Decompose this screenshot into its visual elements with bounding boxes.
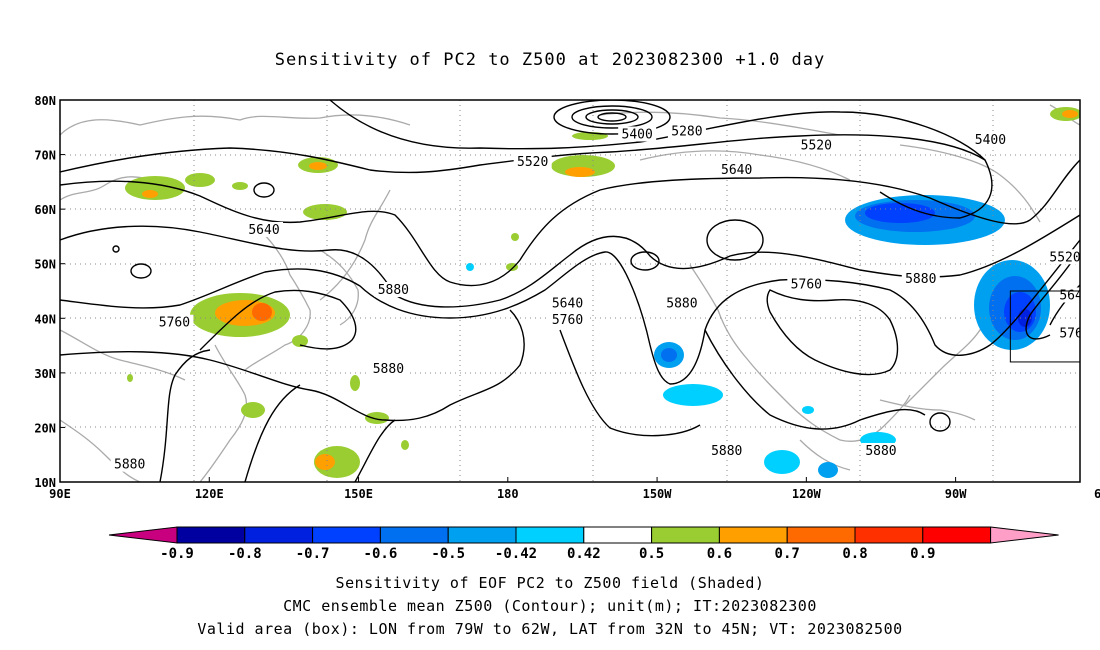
latitude-axis: 80N 70N 60N 50N 40N 30N 20N 10N (34, 94, 65, 490)
lon-tick-label: 180 (497, 487, 519, 501)
contour-label-bg (707, 442, 746, 458)
negative-sensitivity (466, 195, 1050, 478)
contour-label: 5760 (159, 316, 190, 331)
contour-label: 5760 (552, 313, 583, 328)
colorbar-label: -0.6 (364, 546, 398, 562)
contour-label: 5640 (248, 223, 279, 238)
lon-tick-label: 60W (1094, 487, 1100, 501)
lon-tick-label: 120W (792, 487, 822, 501)
colorbar-label: 0.8 (842, 546, 867, 562)
lat-tick-label: 40N (34, 312, 56, 326)
contour-label: 5520 (517, 155, 548, 170)
lat-tick-label: 50N (34, 258, 56, 272)
contour-label-bg (155, 314, 194, 330)
contour-label-bg (667, 123, 706, 139)
colorbar-swatch (312, 526, 381, 544)
lon-tick-label: 150W (643, 487, 673, 501)
contour-labels: 5400 5280 5400 5520 5520 5640 5640 5520 5640 5880… (110, 123, 1090, 473)
contour-label-bg (971, 131, 1010, 147)
lat-tick-label: 20N (34, 421, 56, 435)
footer-line-2: CMC ensemble mean Z500 (Contour); unit(m… (283, 597, 817, 615)
lat-tick-label: 30N (34, 367, 56, 381)
colorbar-label: 0.6 (707, 546, 732, 562)
colorbar-label: -0.7 (296, 546, 330, 562)
contour-label-bg (548, 295, 587, 311)
colorbar-swatch (244, 526, 314, 544)
contour-label: 5640 (1059, 288, 1090, 303)
positive-sensitivity (125, 107, 1080, 478)
colorbar-swatch (651, 526, 720, 544)
contour-label-bg (548, 312, 587, 328)
colorbar-swatch (854, 526, 924, 544)
valid-area-box (1009, 290, 1080, 363)
contour-label-bg (787, 276, 826, 292)
contour-label-bg (1056, 325, 1080, 341)
contour-label-bg (245, 221, 283, 237)
colorbar-swatch (922, 526, 992, 544)
contour-label: 5280 (671, 125, 702, 140)
contour-label: 5640 (552, 297, 583, 312)
contour-label: 5520 (801, 138, 832, 153)
colorbar-label: -0.5 (431, 546, 465, 562)
contour-label-bg (618, 126, 657, 142)
contour-label-bg (513, 153, 552, 169)
contour-label-bg (861, 442, 900, 458)
colorbar-label: -0.8 (228, 546, 262, 562)
contour-label-bg (717, 161, 756, 177)
contour-label: 5640 (721, 163, 752, 178)
contour-label: 5760 (791, 278, 822, 293)
colorbar-swatch (515, 526, 585, 544)
z500-contours (60, 100, 1080, 482)
lon-tick-label: 90W (945, 487, 967, 501)
lat-tick-label: 70N (34, 149, 56, 163)
contour-label-bg (1046, 249, 1080, 265)
contour-label-bg (369, 361, 408, 377)
contour-label-bg (901, 271, 940, 287)
colorbar-swatch (447, 526, 517, 544)
colorbar-label: 0.42 (567, 546, 601, 562)
map-title: Sensitivity of PC2 to Z500 at 2023082300… (274, 50, 826, 70)
contour-label: 5880 (711, 444, 742, 459)
lon-tick-label: 150E (344, 487, 373, 501)
colorbar-label: 0.5 (639, 546, 664, 562)
colorbar-under-triangle (108, 526, 178, 544)
contour-label: 5880 (905, 272, 936, 287)
colorbar-swatch (583, 526, 653, 544)
colorbar-over-triangle (990, 526, 1059, 544)
colorbar-swatch (379, 526, 449, 544)
contour-label: 5400 (622, 127, 653, 142)
contour-label: 5880 (666, 297, 697, 312)
contour-label-bg (374, 282, 413, 297)
colorbar-swatch (176, 526, 246, 544)
footer-line-1: Sensitivity of EOF PC2 to Z500 field (Sh… (335, 574, 765, 592)
contour-label: 5880 (865, 444, 896, 459)
colorbar-swatch (718, 526, 788, 544)
contour-label: 5880 (378, 283, 409, 298)
colorbar-label: 0.7 (775, 546, 800, 562)
contour-label: 5400 (975, 133, 1006, 148)
longitude-axis: 90E 120E 150E 180 150W 120W 90W 60W (49, 477, 1100, 501)
lon-tick-label: 90E (49, 487, 71, 501)
contour-label: 5880 (114, 458, 145, 473)
map-frame (59, 99, 1081, 483)
colorbar-label: -0.9 (160, 546, 194, 562)
colorbar-swatch (786, 526, 856, 544)
contour-label-bg (110, 456, 149, 472)
colorbar: -0.9 -0.8 -0.7 -0.6 -0.5 -0.42 0.42 0.5 0.6 0.7 0.… (108, 526, 1059, 562)
lat-tick-label: 10N (34, 476, 56, 490)
lon-tick-label: 120E (195, 487, 224, 501)
colorbar-label: 0.9 (910, 546, 935, 562)
contour-label: 5760 (1059, 327, 1090, 342)
footer-line-3: Valid area (box): LON from 79W to 62W, L… (197, 620, 903, 638)
contour-label-bg (797, 137, 836, 153)
lat-tick-label: 60N (34, 203, 56, 217)
contour-label-bg (662, 295, 701, 311)
contour-label: 5520 (1049, 250, 1080, 265)
colorbar-label: -0.42 (495, 546, 537, 562)
contour-label: 5880 (373, 362, 404, 377)
lat-tick-label: 80N (34, 94, 56, 108)
